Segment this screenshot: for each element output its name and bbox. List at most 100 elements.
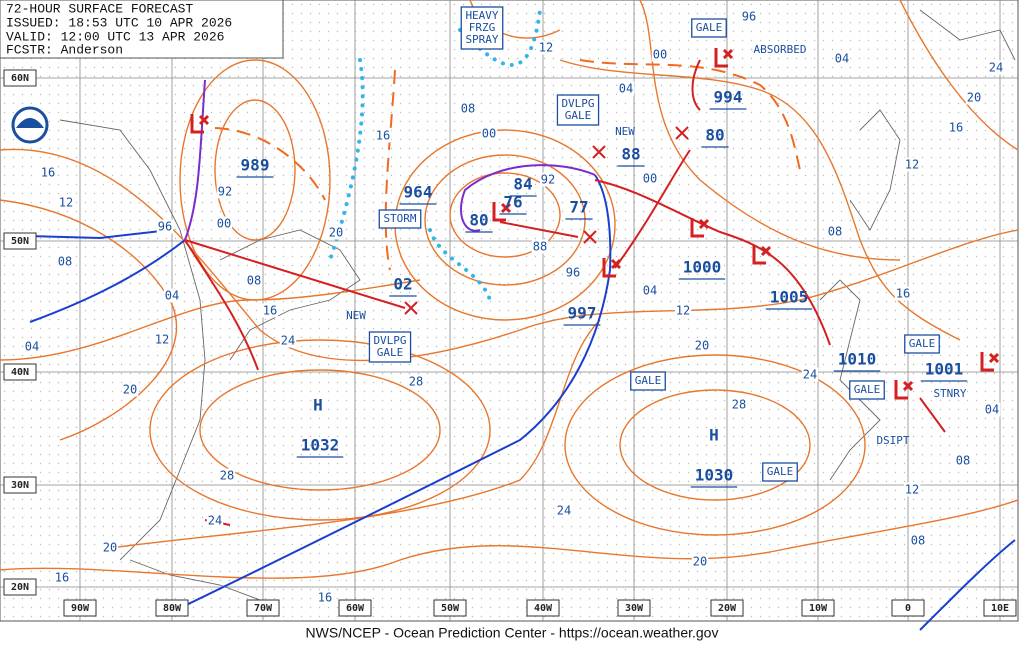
low-symbol [602,258,622,278]
pressure-label: 76 [503,193,522,212]
pressure-label: 88 [621,145,640,164]
annotation: DSIPT [876,434,909,447]
isobar-label: 12 [905,158,919,172]
pressure-label: 1001 [925,360,964,379]
isobar-label-bg [641,283,659,298]
isobar-label: 08 [247,274,261,288]
isobar-label-bg [374,128,392,143]
isobar-label: 24 [208,514,222,528]
annotation: GALE [762,462,798,482]
longitude-label: 0 [905,603,911,614]
annotation: NEW [615,125,635,138]
isobar-label: 16 [376,129,390,143]
isobar-label-bg [537,40,555,55]
isobar-label: 04 [25,340,39,354]
isobar-label: 24 [803,368,817,382]
isobar-label: 08 [58,255,72,269]
lat-label-box [3,363,37,381]
latitude-label: 40N [11,367,29,378]
isobar-label-bg [480,126,498,141]
header-box [0,0,284,59]
pressure-label: 964 [404,183,433,202]
pressure-label: 84 [513,175,532,194]
isobar-label-bg [909,533,927,548]
isobar-label: 20 [693,555,707,569]
isobar-label: 20 [695,339,709,353]
isobar-label-bg [245,273,263,288]
annotation-text: GALE [377,346,404,359]
noaa-logo [11,106,49,144]
isobar-label-bg [163,288,181,303]
low-symbol [714,48,734,68]
isobar-label: 04 [619,82,633,96]
low-symbols [190,48,1000,400]
isobar-label: 16 [41,166,55,180]
isobar-label-bg [564,265,582,280]
isobar-label: 08 [828,225,842,239]
isobar-label-bg [826,224,844,239]
isobar-label: 20 [103,541,117,555]
isobar-label: 04 [985,403,999,417]
isobar-label-bg [617,81,635,96]
isobar-label-bg [539,172,557,187]
isobar-label-bg [153,332,171,347]
annotation-box [378,209,422,229]
isobar-label-bg [215,216,233,231]
isobar-label-bg [101,540,119,555]
lat-label-box [3,69,37,87]
annotation-text: DSIPT [876,434,909,447]
lon-label-box [155,599,189,617]
low-symbol [492,202,512,222]
annotation: NEW [346,309,366,322]
annotation-box [762,462,798,482]
isobar-label: 12 [539,41,553,55]
longitude-label: 10W [809,603,828,614]
isobar-label-bg [903,482,921,497]
new-position-marks [404,126,689,315]
isobar-label-bg [39,165,57,180]
isobar-label: 00 [643,172,657,186]
isobar-label-bg [316,590,334,605]
high-symbol: H [709,426,719,445]
lon-label-box [246,599,280,617]
low-symbol [690,218,710,238]
pressure-label: 1005 [770,288,809,307]
annotation-text: NEW [615,125,635,138]
isobar-label-bg [651,47,669,62]
lon-label-box [63,599,97,617]
low-symbol [980,352,1000,372]
lat-label-box [3,232,37,250]
isobar-label-bg [121,382,139,397]
annotation-text: GALE [854,383,881,396]
isobar-label-bg [531,239,549,254]
isobar-label-bg [261,303,279,318]
isobar-label-bg [693,338,711,353]
annotation-box [904,334,940,354]
isobar-label-bg [965,90,983,105]
isobar-label: 08 [911,534,925,548]
isobar-label-bg [53,570,71,585]
pressure-label: 77 [569,198,588,217]
latitude-label: 30N [11,480,29,491]
lon-label-box [526,599,560,617]
pressure-label: 02 [393,275,412,294]
annotation-box [630,371,666,391]
annotation-text: GALE [565,109,592,122]
isobar-label: 92 [541,173,555,187]
annotation-text: GALE [767,465,794,478]
pressure-label: 1030 [695,466,734,485]
annotation-text: STORM [383,212,416,225]
isobar-label: 96 [566,266,580,280]
map-frame [0,0,1019,622]
pressure-label: 1000 [683,258,722,277]
pressure-label: 80 [469,211,488,230]
longitude-label: 70W [254,603,273,614]
isobar-label: 04 [835,52,849,66]
header-valid: VALID: 12:00 UTC 13 APR 2026 [6,29,224,44]
isobar-label: 12 [155,333,169,347]
annotation: STORM [378,209,422,229]
high-symbol: H [313,396,323,415]
isobar-label-bg [740,9,758,24]
